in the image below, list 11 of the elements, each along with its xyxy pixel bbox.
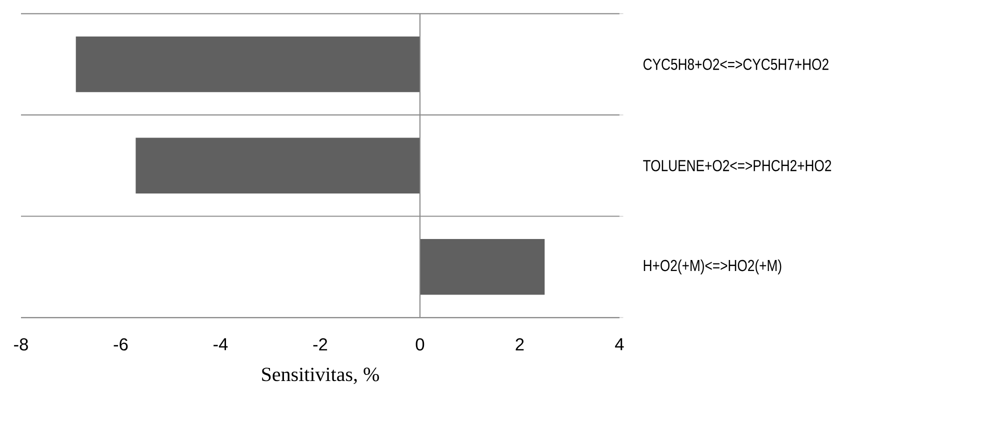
x-tick-label: -8: [14, 338, 28, 351]
x-axis-title: Sensitivitas, %: [262, 368, 379, 384]
x-tick-label: -2: [313, 338, 328, 351]
y-tick-label: H+O2(+M)<=>HO2(+M): [644, 260, 782, 275]
x-tick-label: 2: [516, 338, 524, 351]
x-tick-label: 4: [615, 338, 624, 350]
y-tick-label: TOLUENE+O2<=>PHCH2+HO2: [643, 160, 832, 172]
y-tick-label: CYC5H8+O2<=>CYC5H7+HO2: [643, 58, 828, 70]
x-tick-label: 0: [416, 338, 424, 351]
x-tick-label: -6: [114, 338, 128, 351]
x-tick-label: -4: [214, 338, 228, 350]
